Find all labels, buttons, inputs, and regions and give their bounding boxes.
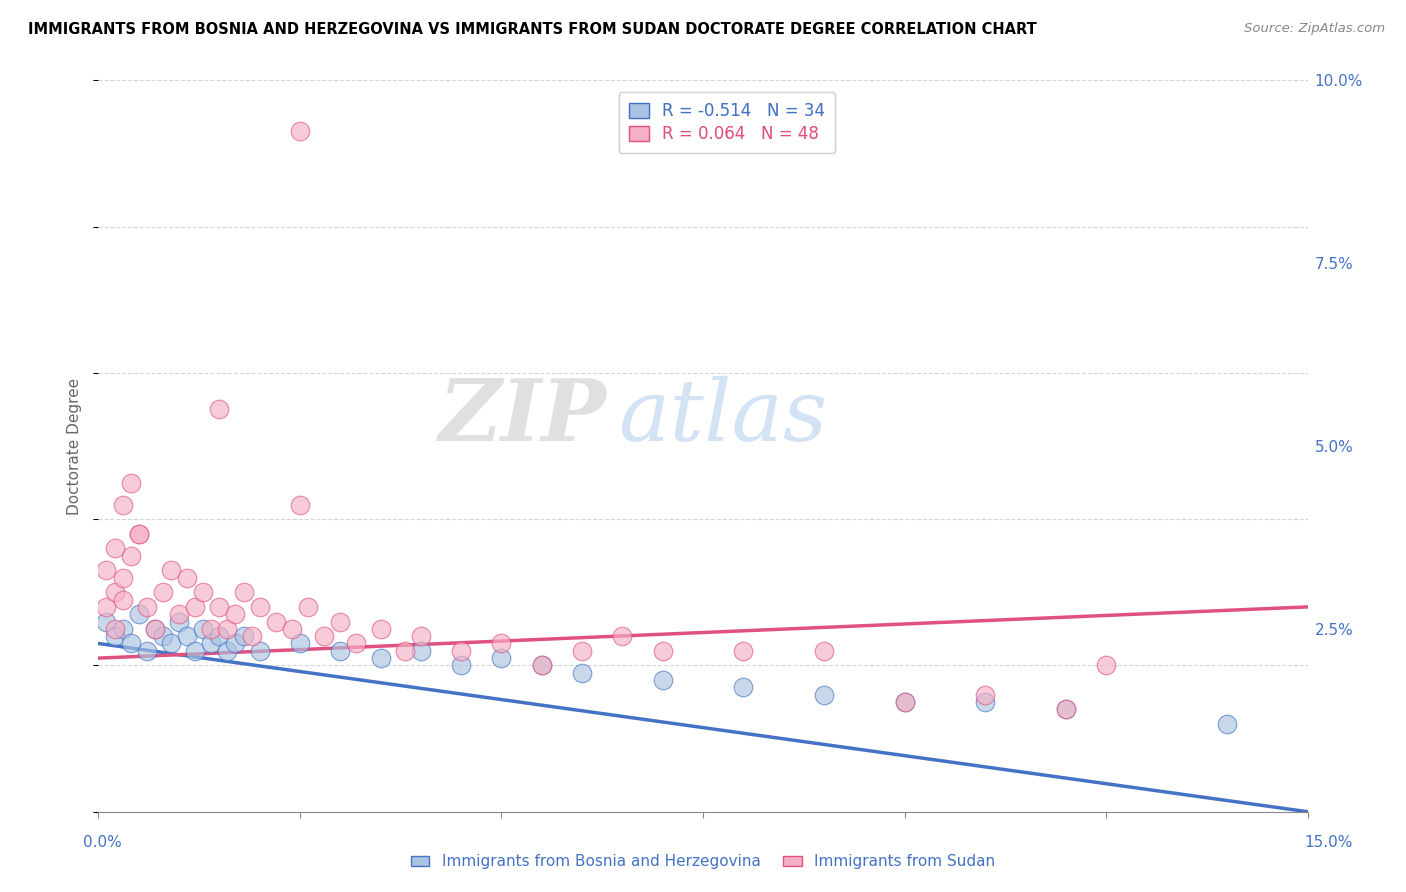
Point [111,571,134,585]
Point [344,636,367,650]
Point [103,585,125,599]
Text: 15.0%: 15.0% [1305,836,1353,850]
Point [143,622,166,636]
Point [733,681,755,695]
Point [184,644,207,658]
Point [1054,702,1077,716]
Point [224,636,246,650]
Point [813,688,835,702]
Point [974,688,997,702]
Point [240,629,263,643]
Text: atlas: atlas [619,376,828,458]
Text: Source: ZipAtlas.com: Source: ZipAtlas.com [1244,22,1385,36]
Point [1216,717,1239,731]
Point [200,636,222,650]
Point [224,607,246,622]
Point [111,622,134,636]
Point [288,124,311,138]
Point [111,498,134,512]
Point [571,665,593,680]
Point [135,599,157,614]
Point [571,644,593,658]
Point [96,599,118,614]
Point [974,695,997,709]
Point [249,644,271,658]
Point [152,629,174,643]
Point [160,636,183,650]
Point [329,615,352,629]
Point [813,644,835,658]
Point [120,475,142,490]
Text: 0.0%: 0.0% [83,836,122,850]
Point [314,629,336,643]
Point [208,599,231,614]
Point [208,402,231,417]
Point [329,644,352,658]
Text: ZIP: ZIP [439,375,606,458]
Point [200,622,222,636]
Point [208,629,231,643]
Point [152,585,174,599]
Point [409,644,432,658]
Point [249,599,271,614]
Point [370,651,392,665]
Point [893,695,915,709]
Point [176,629,198,643]
Point [176,571,198,585]
Point [96,615,118,629]
Point [217,644,239,658]
Point [394,644,416,658]
Point [530,658,553,673]
Point [450,644,472,658]
Point [491,651,513,665]
Point [120,549,142,563]
Point [733,644,755,658]
Point [128,526,150,541]
Point [450,658,472,673]
Point [297,599,319,614]
Point [96,563,118,577]
Point [135,644,157,658]
Point [651,644,673,658]
Point [893,695,915,709]
Point [1054,702,1077,716]
Point [111,592,134,607]
Text: IMMIGRANTS FROM BOSNIA AND HERZEGOVINA VS IMMIGRANTS FROM SUDAN DOCTORATE DEGREE: IMMIGRANTS FROM BOSNIA AND HERZEGOVINA V… [28,22,1036,37]
Point [167,615,190,629]
Point [184,599,207,614]
Point [288,498,311,512]
Point [281,622,304,636]
Point [491,636,513,650]
Point [167,607,190,622]
Point [288,636,311,650]
Point [193,585,215,599]
Point [128,607,150,622]
Point [160,563,183,577]
Point [143,622,166,636]
Point [612,629,634,643]
Point [217,622,239,636]
Point [103,541,125,556]
Point [193,622,215,636]
Point [1095,658,1118,673]
Point [409,629,432,643]
Point [103,622,125,636]
Point [370,622,392,636]
Point [232,629,254,643]
Point [651,673,673,687]
Point [128,526,150,541]
Point [103,629,125,643]
Point [120,636,142,650]
Point [232,585,254,599]
Point [264,615,287,629]
Y-axis label: Doctorate Degree: Doctorate Degree [67,377,83,515]
Legend: R = -0.514   N = 34, R = 0.064   N = 48: R = -0.514 N = 34, R = 0.064 N = 48 [619,92,835,153]
Legend: Immigrants from Bosnia and Herzegovina, Immigrants from Sudan: Immigrants from Bosnia and Herzegovina, … [405,848,1001,875]
Point [530,658,553,673]
